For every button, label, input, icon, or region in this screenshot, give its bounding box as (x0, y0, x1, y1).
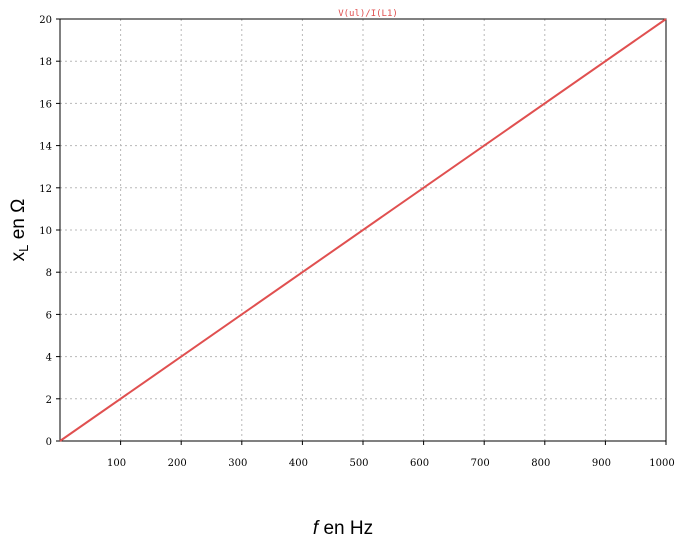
x-tick-label: 400 (289, 458, 308, 469)
y-axis-title: xL en Ω (8, 199, 31, 262)
y-tick-label: 12 (39, 184, 52, 195)
y-tick-label: 2 (46, 395, 52, 406)
y-tick-label: 16 (39, 99, 52, 110)
x-tick-label: 500 (349, 458, 368, 469)
series (59, 18, 667, 442)
y-tick-label: 0 (46, 437, 52, 448)
y-axis-title-rest: en Ω (8, 199, 29, 245)
y-tick-label: 6 (46, 310, 52, 321)
y-tick-label: 4 (46, 353, 52, 364)
x-axis-title-rest: en Hz (318, 518, 373, 539)
series-line (59, 18, 667, 442)
y-tick-label: 20 (39, 15, 52, 26)
x-tick-label: 300 (228, 458, 247, 469)
x-tick-label: 700 (471, 458, 490, 469)
axis-ticks: 100 200 300 400 500 600 700 800 900 1000 0 2 4 6 8 10 12… (39, 15, 674, 469)
y-axis-title-subscript: L (16, 245, 31, 252)
x-tick-label: 900 (592, 458, 611, 469)
x-tick-label: 200 (168, 458, 187, 469)
grid (60, 19, 666, 441)
x-tick-label: 100 (107, 458, 126, 469)
x-tick-label: 800 (531, 458, 550, 469)
x-tick-label: 1000 (649, 458, 674, 469)
y-axis-title-main: x (8, 251, 29, 261)
trace-label: V(ul)/I(L1) (338, 9, 398, 19)
y-tick-label: 8 (46, 268, 52, 279)
x-tick-label: 600 (410, 458, 429, 469)
y-tick-label: 14 (39, 142, 52, 153)
y-tick-label: 18 (39, 57, 52, 68)
x-axis-title-main: f (313, 518, 320, 539)
x-axis-title: f en Hz (313, 518, 373, 539)
y-tick-label: 10 (39, 226, 52, 237)
